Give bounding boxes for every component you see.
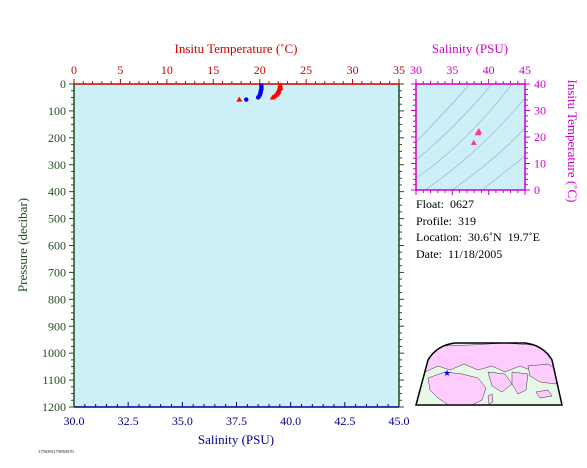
salinity-tick-label: 40.0	[280, 414, 301, 428]
temperature-tick-label: 15	[207, 63, 219, 77]
pressure-axis-title: Pressure (decibar)	[15, 198, 30, 292]
temperature-tick-label: 35	[393, 63, 405, 77]
ts-temperature-tick-label: 30	[534, 104, 546, 118]
salinity-tick-label: 32.5	[118, 414, 139, 428]
pressure-tick-label: 700	[48, 265, 66, 279]
map-outline	[415, 342, 563, 406]
ts-salinity-tick-label: 45	[519, 63, 531, 77]
temperature-tick-label: 10	[161, 63, 173, 77]
float-label: Float: 0627	[416, 197, 475, 211]
map-land-asia-east	[527, 363, 561, 385]
salinity-tick-label: 45.0	[389, 414, 410, 428]
map-land-indonesia	[535, 389, 553, 399]
salinity-tick-label: 35.0	[172, 414, 193, 428]
salinity-tick-label: 37.5	[226, 414, 247, 428]
profile-label: Profile: 319	[416, 213, 476, 228]
density-contour	[415, 83, 471, 143]
pressure-tick-label: 500	[48, 212, 66, 226]
temperature-point	[269, 94, 276, 100]
float-info: Float: 0627 Profile: 319 Location: 30.6˚…	[416, 196, 540, 262]
temperature-tick-label: 30	[347, 63, 359, 77]
pressure-tick-label: 1000	[42, 346, 66, 360]
map-land-india	[511, 371, 529, 395]
ts-temperature-title: Insitu Temperature (˚C)	[565, 79, 580, 202]
pressure-tick-label: 400	[48, 185, 66, 199]
pressure-tick-label: 800	[48, 292, 66, 306]
temperature-point	[236, 96, 243, 102]
density-contour	[415, 83, 513, 179]
temperature-tick-label: 25	[300, 63, 312, 77]
profile-chart: 0 5 10 15 20 25 30 35 30.0 32.5 35.0 37.5 40.0 42.5 45…	[15, 41, 410, 447]
temperature-axis-title: Insitu Temperature (˚C)	[174, 41, 297, 56]
density-contour	[415, 83, 493, 161]
salinity-tick-label: 42.5	[334, 414, 355, 428]
salinity-point	[255, 95, 261, 100]
footer-code: 1750391175950570	[38, 449, 74, 454]
pressure-tick-label: 900	[48, 319, 66, 333]
map-land-africa	[427, 371, 487, 405]
ts-temperature-tick-label: 10	[534, 157, 546, 171]
salinity-point	[244, 97, 249, 102]
map-land-arabia	[487, 371, 513, 393]
ts-salinity-tick-label: 30	[410, 63, 422, 77]
profile-axis-ticks: 0 5 10 15 20 25 30 35 30.0 32.5 35.0 37.5 40.0 42.5 45…	[42, 63, 410, 428]
location-label: Location: 30.6˚N 19.7˚E	[416, 230, 540, 244]
ts-salinity-title: Salinity (PSU)	[432, 41, 508, 56]
pressure-tick-label: 300	[48, 158, 66, 172]
location-map: ★	[415, 342, 563, 406]
pressure-tick-label: 0	[60, 77, 66, 91]
ts-temperature-tick-label: 40	[534, 77, 546, 91]
star-icon: ★	[443, 369, 451, 379]
temperature-tick-label: 20	[254, 63, 266, 77]
ts-plot-area	[416, 84, 525, 190]
ts-temperature-tick-label: 0	[534, 183, 540, 197]
ts-temperature-tick-label: 20	[534, 130, 546, 144]
profile-marks	[236, 82, 284, 102]
density-contour	[451, 127, 526, 191]
density-contour	[424, 97, 526, 191]
pressure-tick-label: 100	[48, 104, 66, 118]
pressure-tick-label: 1100	[42, 373, 66, 387]
density-contour	[481, 155, 526, 191]
ts-salinity-tick-label: 35	[446, 63, 458, 77]
salinity-axis-title: Salinity (PSU)	[198, 432, 274, 447]
temperature-tick-label: 0	[71, 63, 77, 77]
density-contours	[415, 83, 526, 191]
ts-marks	[470, 128, 482, 145]
pressure-tick-label: 600	[48, 239, 66, 253]
ts-point	[474, 130, 481, 136]
temperature-tick-label: 5	[117, 63, 123, 77]
salinity-tick-label: 30.0	[64, 414, 85, 428]
ts-frame	[415, 83, 526, 191]
pressure-tick-label: 200	[48, 131, 66, 145]
pressure-tick-label: 1200	[42, 400, 66, 414]
map-land-madagascar	[487, 393, 494, 405]
profile-plot-area	[74, 84, 399, 407]
ts-point	[470, 139, 477, 145]
ts-salinity-tick-label: 40	[483, 63, 495, 77]
date-label: Date: 11/18/2005	[416, 246, 503, 261]
